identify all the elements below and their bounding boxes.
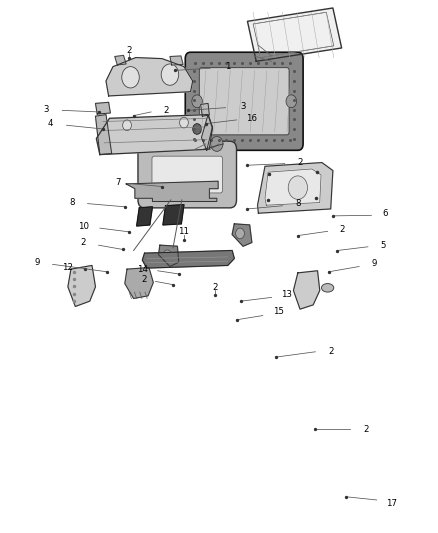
Circle shape [192, 95, 202, 108]
Text: 13: 13 [281, 290, 293, 298]
Text: 10: 10 [78, 222, 89, 231]
Text: 2: 2 [142, 276, 147, 284]
Polygon shape [163, 205, 184, 225]
Polygon shape [201, 115, 212, 150]
Text: 2: 2 [328, 348, 333, 356]
Polygon shape [106, 58, 193, 96]
Text: 11: 11 [178, 228, 190, 236]
Circle shape [163, 250, 171, 260]
Circle shape [123, 120, 131, 131]
Polygon shape [68, 265, 95, 306]
Circle shape [193, 124, 201, 134]
FancyBboxPatch shape [138, 141, 237, 208]
Polygon shape [96, 115, 212, 155]
Circle shape [286, 95, 297, 108]
FancyBboxPatch shape [199, 68, 289, 135]
Polygon shape [95, 115, 112, 155]
Circle shape [288, 176, 307, 199]
Text: 7: 7 [116, 178, 121, 187]
Text: 3: 3 [43, 105, 49, 114]
Text: 3: 3 [240, 102, 246, 111]
FancyBboxPatch shape [152, 156, 223, 193]
Text: 2: 2 [339, 225, 344, 233]
Polygon shape [258, 163, 333, 213]
Polygon shape [159, 245, 179, 266]
Circle shape [180, 117, 188, 128]
Text: 2: 2 [212, 284, 217, 292]
Circle shape [122, 67, 139, 88]
Text: 14: 14 [137, 265, 148, 273]
Polygon shape [115, 55, 126, 65]
Polygon shape [201, 103, 209, 116]
Text: 2: 2 [127, 46, 132, 55]
Polygon shape [247, 8, 342, 61]
Text: 9: 9 [372, 260, 377, 268]
Polygon shape [170, 56, 183, 65]
Text: 6: 6 [383, 209, 388, 217]
Polygon shape [125, 268, 153, 298]
Polygon shape [137, 207, 152, 226]
Polygon shape [95, 102, 110, 114]
Polygon shape [265, 169, 321, 205]
Text: 2: 2 [297, 158, 303, 167]
FancyBboxPatch shape [185, 52, 303, 150]
Circle shape [161, 64, 179, 85]
Text: 16: 16 [246, 114, 258, 123]
Text: 2: 2 [164, 107, 169, 115]
Circle shape [236, 228, 244, 239]
Text: 17: 17 [386, 499, 398, 508]
Text: 15: 15 [272, 308, 284, 316]
Polygon shape [232, 224, 252, 246]
Text: 5: 5 [381, 241, 386, 249]
Text: 12: 12 [62, 263, 74, 272]
Text: 1: 1 [225, 62, 230, 71]
Ellipse shape [321, 284, 334, 292]
Text: 2: 2 [363, 425, 368, 433]
Circle shape [211, 136, 223, 151]
Text: 8: 8 [70, 198, 75, 207]
Circle shape [152, 136, 164, 151]
Text: 8: 8 [295, 199, 300, 208]
Text: 4: 4 [48, 119, 53, 128]
Polygon shape [126, 181, 218, 201]
Text: 2: 2 [81, 238, 86, 247]
Polygon shape [293, 271, 320, 309]
Polygon shape [142, 251, 234, 268]
Text: 9: 9 [35, 258, 40, 266]
